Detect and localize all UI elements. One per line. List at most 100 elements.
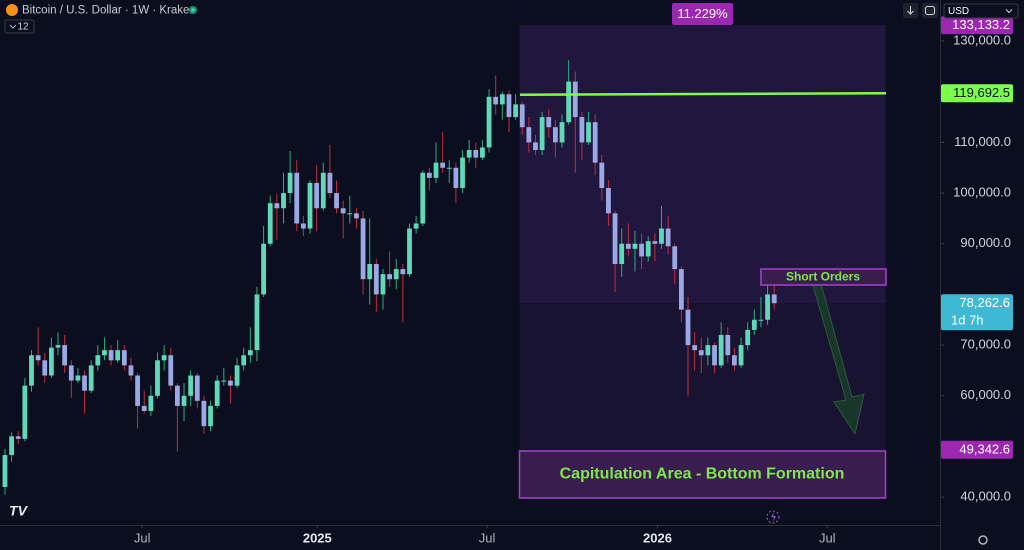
candle-body (29, 355, 34, 386)
candle-body (678, 269, 684, 310)
price-label: 133,133.2 (952, 17, 1010, 32)
candle-body (453, 167, 459, 189)
candle-body (499, 94, 505, 105)
candle-body (473, 150, 479, 158)
candle-body (102, 350, 107, 356)
x-tick-label: Jul (134, 530, 151, 545)
y-tick-label: 70,000.0 (960, 337, 1011, 352)
currency-chevron (1005, 9, 1013, 14)
candle-body (758, 319, 764, 321)
y-tick-label: 40,000.0 (960, 489, 1011, 504)
y-tick-label: 100,000.0 (953, 185, 1011, 200)
candle-body (314, 182, 320, 209)
candle-body (181, 395, 187, 406)
status-dot-core (191, 8, 195, 12)
candle-body (526, 127, 532, 143)
candle-body (42, 360, 48, 376)
y-tick-label: 130,000.0 (953, 32, 1011, 47)
btc-icon (6, 4, 18, 16)
short-orders-label: Short Orders (786, 270, 860, 284)
resistance-line (519, 92, 887, 97)
candle-body (354, 213, 359, 219)
candle-body (552, 127, 558, 143)
price-label-countdown: 1d 7h (951, 313, 984, 328)
price-label: 78,262.6 (959, 295, 1010, 310)
candle-body (426, 172, 432, 178)
y-tick-label: 60,000.0 (960, 387, 1011, 402)
candles (2, 60, 777, 495)
event-icon[interactable] (766, 510, 780, 524)
badge-box[interactable] (4, 19, 35, 34)
candle-body (48, 347, 54, 376)
short-orders-box (760, 268, 887, 286)
price-label-box (941, 440, 1013, 459)
candle-body (108, 350, 114, 361)
candle-body (267, 203, 273, 244)
candle-body (228, 380, 233, 386)
candle-body (506, 94, 512, 118)
badge: 12 (17, 22, 29, 33)
candle-body (347, 213, 353, 215)
candle-body (287, 172, 293, 194)
candle-body (168, 355, 174, 386)
candle-body (115, 350, 121, 361)
currency-select[interactable] (943, 3, 1019, 19)
candle-body (294, 172, 300, 224)
candle-body (327, 172, 333, 194)
candle-body (619, 243, 625, 265)
candle-body (612, 213, 618, 265)
candle-body (214, 380, 220, 406)
candle-body (466, 150, 472, 158)
candle-body (672, 246, 678, 270)
candle-body (665, 228, 671, 247)
candle-body (88, 365, 94, 391)
candle-body (718, 334, 724, 366)
candle-body (68, 365, 74, 381)
candle-body (387, 274, 392, 280)
candle-body (606, 188, 611, 214)
axes: 130,000.0 110,000.0 100,000.0 90,000.0 70,00… (134, 32, 1011, 545)
candle-body (367, 264, 373, 280)
candle-body (9, 436, 15, 456)
candle-body (645, 241, 651, 257)
x-tick-label: 2026 (643, 530, 672, 545)
candle-body (208, 405, 213, 427)
x-tick-label: 2025 (303, 530, 332, 545)
candle-body (433, 162, 439, 178)
candle-body (712, 345, 717, 366)
event-bolt (771, 512, 776, 522)
candle-body (141, 405, 147, 411)
candle-body (261, 243, 266, 295)
candle-body (148, 395, 154, 411)
x-tick-label: Jul (479, 530, 496, 545)
candle-body (420, 172, 426, 224)
candle-body (95, 355, 101, 366)
candle-body (579, 117, 585, 143)
settings-icon[interactable] (978, 535, 988, 545)
price-label: 49,342.6 (959, 442, 1010, 457)
candle-body (413, 223, 419, 229)
candle-body (194, 375, 200, 401)
download-icon (907, 6, 914, 15)
price-label-box (941, 16, 1013, 35)
candle-body (440, 162, 446, 168)
candle-body (732, 355, 737, 366)
symbol-title: Bitcoin / U.S. Dollar · 1W · Kraken (22, 5, 196, 17)
candle-body (751, 319, 757, 330)
candle-body (188, 375, 194, 396)
candle-body (35, 355, 41, 361)
currency: USD (948, 6, 969, 17)
screenshot-button[interactable] (922, 3, 938, 18)
overlay: Short Orders Capitulation Area - Bottom … (518, 3, 887, 499)
candle-body (400, 269, 406, 275)
candle-body (174, 385, 180, 406)
candle-body (546, 117, 552, 128)
candle-body (75, 375, 81, 381)
candle-body (121, 350, 127, 366)
candle-body (155, 360, 160, 396)
candle-body (493, 96, 499, 105)
candle-body (639, 243, 644, 257)
measure-zone (519, 25, 886, 304)
candle-body (247, 350, 253, 356)
